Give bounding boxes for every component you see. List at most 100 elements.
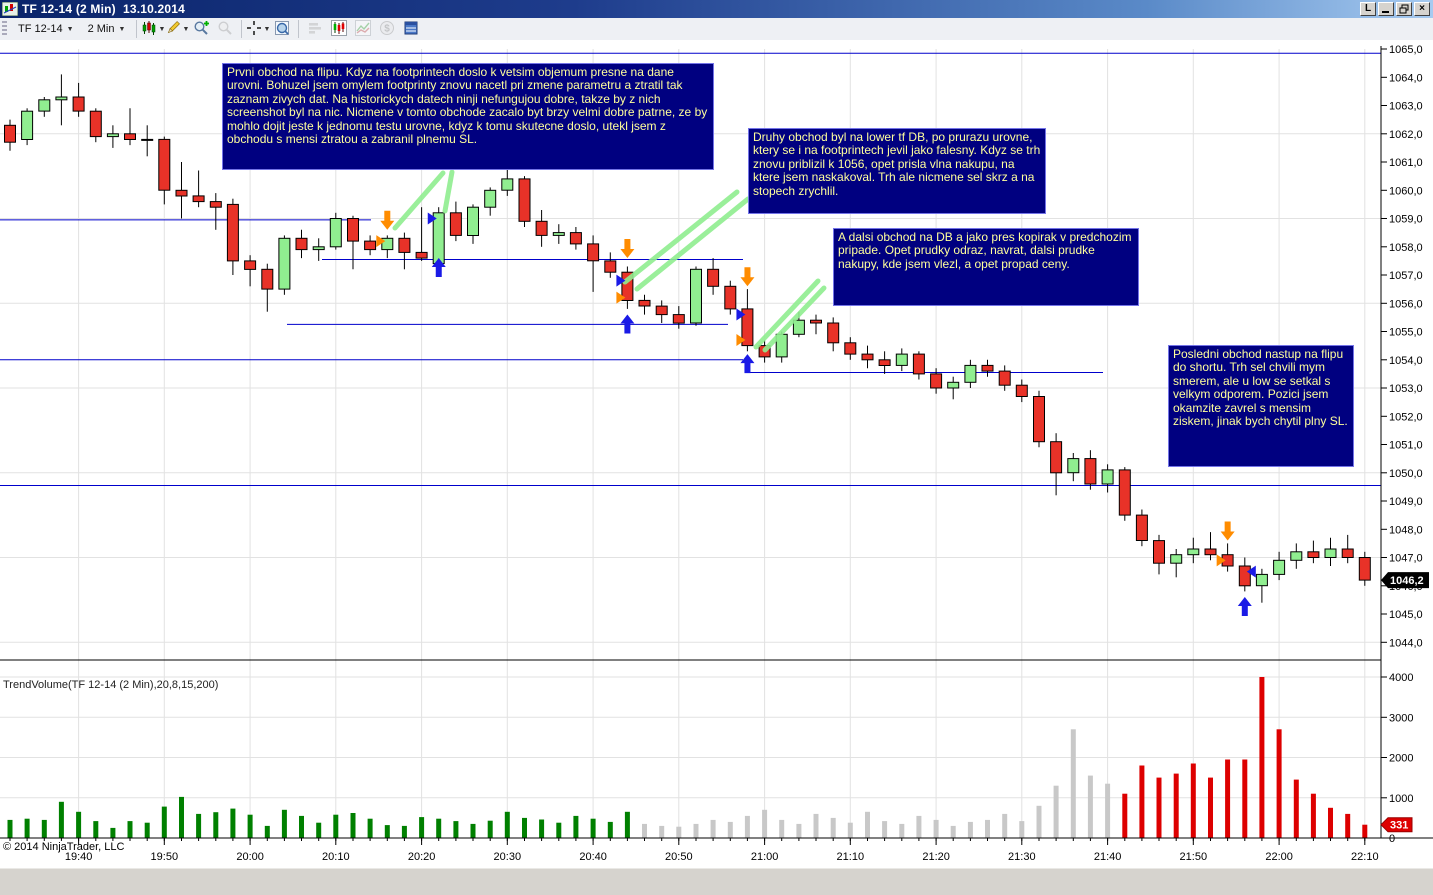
candle <box>1273 551 1286 581</box>
volume-bar <box>642 823 647 838</box>
volume-bar <box>127 821 133 838</box>
volume-bar <box>573 815 579 838</box>
volume-bar <box>710 819 716 838</box>
volume-axis-label: 2000 <box>1389 753 1413 765</box>
chevron-down-icon: ▼ <box>182 25 190 33</box>
candle <box>295 229 308 259</box>
title-bar[interactable]: TF 12-14 (2 Min) 13.10.2014 L × <box>0 0 1433 18</box>
time-axis-label: 20:40 <box>579 851 607 863</box>
candle <box>981 359 994 377</box>
chevron-down-icon: ▼ <box>263 25 271 33</box>
annotation-text-box[interactable]: Posledni obchod nastup na flipu do short… <box>1168 345 1354 467</box>
close-button[interactable]: × <box>1414 2 1430 16</box>
data-box-icon <box>403 20 419 39</box>
triangle-sell-marker-icon <box>736 333 746 346</box>
volume-bar <box>1293 779 1299 838</box>
annotation-text-box[interactable]: A dalsi obchod na DB a jako pres kopirak… <box>833 228 1139 306</box>
time-axis-label: 19:40 <box>65 851 93 863</box>
zoom-in-button[interactable] <box>190 19 212 39</box>
candle <box>1204 532 1217 561</box>
chart-magnifier-button[interactable] <box>271 19 293 39</box>
candle <box>467 204 479 244</box>
price-axis-label: 1058,0 <box>1389 242 1423 254</box>
volume-bar <box>985 819 990 838</box>
volume-bar <box>1242 759 1248 838</box>
price-axis-label: 1044,0 <box>1389 637 1423 649</box>
crosshair-button[interactable]: ▼ <box>246 19 271 39</box>
indicator-label: TrendVolume(TF 12-14 (2 Min),20,8,15,200… <box>3 679 218 691</box>
candle <box>1341 534 1354 564</box>
toolbar-grip[interactable] <box>2 21 7 37</box>
annotation-text-box[interactable]: Prvni obchod na flipu. Kdyz na footprint… <box>222 63 714 170</box>
volume-bar <box>950 825 956 838</box>
minimize-button[interactable] <box>1378 2 1394 16</box>
volume-bar <box>1362 824 1368 838</box>
candle <box>261 263 274 312</box>
price-chart-canvas[interactable]: 1065,0 1064,0 1063,0 1062,0 1061,0 1060,0 1059… <box>0 40 1433 895</box>
volume-bar <box>1105 783 1111 838</box>
volume-bar <box>916 815 922 838</box>
candle <box>827 317 840 352</box>
volume-bar <box>539 819 545 838</box>
svg-text:331: 331 <box>1390 820 1408 832</box>
candle <box>244 255 257 287</box>
candle <box>72 82 85 117</box>
candle <box>810 314 822 335</box>
candle <box>947 376 960 400</box>
time-axis-label: 20:30 <box>494 851 522 863</box>
instrument-dropdown[interactable]: TF 12-14 ▼ <box>12 21 80 37</box>
volume-bar <box>882 821 888 838</box>
volume-bar <box>247 814 253 838</box>
candle <box>1238 557 1251 592</box>
zoom-out-button <box>214 19 236 39</box>
candle <box>1033 390 1045 448</box>
candle <box>638 294 651 315</box>
price-axis-label: 1065,0 <box>1389 44 1423 56</box>
price-axis-label: 1053,0 <box>1389 383 1423 395</box>
candle <box>364 235 377 256</box>
drawing-pencil-button[interactable]: ▼ <box>166 19 190 39</box>
candlestick-style-button[interactable]: ▼ <box>142 19 165 39</box>
candle <box>1255 568 1268 603</box>
svg-text:1046,2: 1046,2 <box>1390 575 1424 587</box>
candle <box>192 170 205 208</box>
price-axis-label: 1063,0 <box>1389 101 1423 113</box>
interval-dropdown[interactable]: 2 Min ▼ <box>82 21 132 37</box>
candles <box>4 74 1371 603</box>
volume-bar <box>1036 805 1042 838</box>
restore-button[interactable] <box>1396 2 1412 16</box>
candle <box>964 359 977 388</box>
volume-bar <box>367 818 373 838</box>
candle <box>1153 534 1165 575</box>
data-box-button[interactable] <box>400 19 422 39</box>
volume-bar <box>967 821 973 838</box>
arrow-down-sell-marker-icon <box>380 210 395 230</box>
instrument-label: TF 12-14 <box>18 23 63 35</box>
volume-bar <box>607 821 613 838</box>
mini-candles-button[interactable] <box>328 19 350 39</box>
line-chart-icon <box>355 19 372 39</box>
trend-lines[interactable] <box>392 169 827 353</box>
volume-bar <box>624 811 630 838</box>
volume-bar <box>847 822 853 838</box>
volume-bar <box>470 823 476 838</box>
arrow-down-sell-marker-icon <box>740 267 755 287</box>
link-button[interactable]: L <box>1360 2 1376 16</box>
candle <box>21 108 34 146</box>
time-axis-label: 19:50 <box>151 851 179 863</box>
volume-bar <box>161 806 167 838</box>
volume-bar <box>899 823 905 838</box>
volume-bar <box>1225 759 1231 838</box>
arrow-up-buy-marker-icon <box>620 314 635 334</box>
annotation-text-box[interactable]: Druhy obchod byl na lower tf DB, po prur… <box>748 128 1046 214</box>
volume-bar <box>487 820 493 838</box>
volume-bar <box>7 819 13 838</box>
crosshair-icon <box>246 20 262 39</box>
volume-bar <box>281 809 287 838</box>
candle <box>89 108 102 143</box>
volume-bar <box>1019 821 1025 838</box>
candle <box>861 345 874 369</box>
volume-bar <box>333 814 339 838</box>
volume-bar <box>264 825 270 838</box>
candle <box>844 337 857 360</box>
